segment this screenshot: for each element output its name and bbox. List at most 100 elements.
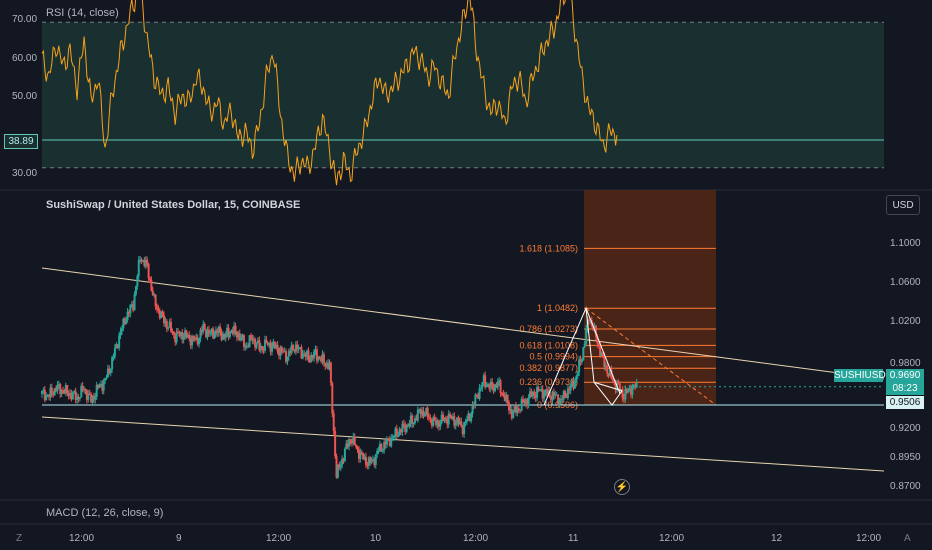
candle-body — [610, 369, 613, 378]
candle-body — [141, 260, 144, 262]
candle-body — [109, 369, 112, 374]
candle-body — [233, 325, 236, 334]
candle-body — [378, 443, 381, 451]
candle-body — [540, 389, 543, 391]
time-axis-label: 12 — [771, 533, 783, 544]
candle-body — [520, 399, 523, 411]
zoom-z-button[interactable]: Z — [16, 533, 23, 544]
candle-body — [471, 404, 474, 414]
candle-body — [513, 405, 516, 412]
candle-body — [491, 381, 494, 387]
candle-body — [56, 385, 59, 392]
candle-body — [313, 351, 316, 359]
price-axis-label: 0.9800 — [890, 358, 921, 369]
candle-body — [170, 321, 173, 332]
candle-body — [48, 395, 51, 398]
candle-body — [387, 438, 390, 440]
candle-body — [59, 384, 62, 395]
candle-body — [41, 390, 43, 394]
candle-body — [174, 334, 177, 343]
countdown-tag: 08:23 — [886, 382, 924, 395]
candle-body — [314, 349, 317, 352]
candle-body — [191, 336, 194, 346]
rsi-title: RSI (14, close) — [46, 7, 119, 19]
candle-body — [414, 418, 417, 423]
candle-body — [498, 380, 501, 383]
candle-body — [506, 394, 509, 403]
candle-body — [519, 409, 522, 411]
candle-body — [478, 388, 481, 399]
candle-body — [338, 464, 341, 468]
candle-body — [607, 373, 610, 376]
lightning-icon[interactable]: ⚡ — [614, 479, 630, 495]
candle-body — [177, 331, 180, 333]
candle-body — [421, 410, 424, 415]
candle-body — [259, 345, 262, 351]
candle-body — [49, 387, 52, 398]
candle-body — [227, 327, 230, 337]
candle-body — [158, 310, 161, 319]
candle-body — [320, 359, 323, 362]
candle-body — [220, 332, 223, 340]
candle-body — [600, 352, 603, 357]
candle-body — [241, 335, 244, 338]
candle-body — [502, 393, 505, 396]
candle-body — [353, 436, 356, 446]
candle-body — [71, 392, 74, 400]
candle-body — [146, 259, 149, 264]
candle-body — [172, 331, 175, 335]
candle-body — [147, 263, 150, 279]
candle-body — [444, 417, 447, 420]
candle-body — [559, 398, 562, 401]
candle-body — [419, 409, 422, 415]
candle-body — [446, 419, 449, 425]
candle-body — [98, 384, 101, 388]
candle-body — [499, 380, 502, 394]
candle-body — [458, 421, 461, 425]
candle-body — [331, 382, 334, 414]
pattern-line — [585, 308, 621, 394]
candle-body — [500, 393, 503, 395]
candle-body — [359, 452, 362, 459]
candle-body — [130, 304, 133, 306]
candle-body — [237, 333, 240, 338]
candle-body — [343, 448, 346, 461]
candle-body — [596, 336, 599, 344]
candle-body — [261, 345, 264, 349]
candle-body — [628, 388, 631, 390]
pattern-line — [593, 381, 623, 392]
candle-body — [150, 279, 153, 291]
candle-body — [335, 455, 338, 478]
candle-body — [349, 439, 352, 442]
candle-body — [374, 454, 377, 465]
candle-body — [401, 423, 404, 433]
auto-scale-button[interactable]: A — [904, 533, 911, 544]
candle-body — [468, 413, 471, 422]
candle-body — [179, 332, 182, 337]
candle-body — [634, 384, 637, 388]
currency-button[interactable]: USD — [886, 195, 920, 215]
candle-body — [405, 424, 408, 432]
candle-body — [161, 311, 164, 316]
candle-body — [418, 409, 421, 411]
candle-body — [509, 409, 512, 411]
candle-body — [252, 338, 255, 341]
candle-body — [249, 335, 252, 339]
candle-body — [311, 354, 314, 359]
candle-body — [391, 437, 394, 439]
fib-projection-line — [585, 307, 717, 406]
candle-body — [464, 421, 467, 423]
candle-body — [324, 362, 327, 367]
candle-body — [206, 329, 209, 338]
rsi-axis-label: 50.00 — [12, 91, 38, 102]
candle-body — [355, 445, 358, 448]
candle-body — [160, 311, 163, 319]
support-price-tag: 0.9506 — [886, 396, 924, 409]
chart-title: SushiSwap / United States Dollar, 15, CO… — [46, 199, 301, 211]
candle-body — [572, 380, 575, 389]
candle-body — [52, 393, 55, 396]
candle-body — [435, 420, 438, 425]
time-axis-label: 10 — [370, 533, 382, 544]
candle-body — [339, 464, 342, 468]
